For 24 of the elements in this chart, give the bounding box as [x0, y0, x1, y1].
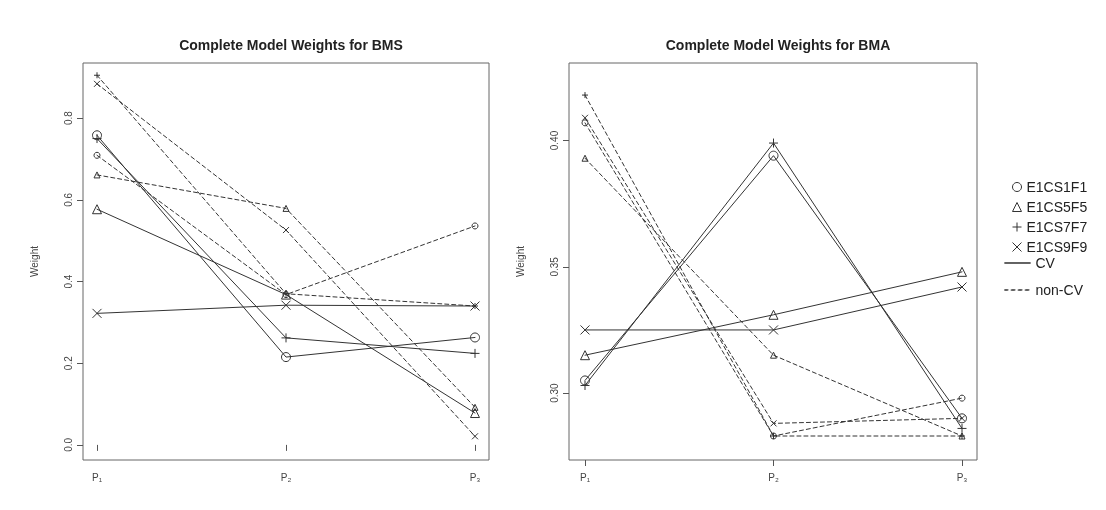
legend-label: E1CS9F9 — [1026, 239, 1088, 255]
chart-title: Complete Model Weights for BMS — [179, 37, 403, 53]
x-tick-label: P₃ — [956, 471, 968, 483]
y-axis-title: Weight — [514, 245, 526, 277]
y-tick-label: 0.8 — [62, 110, 74, 126]
chart-title: Complete Model Weights for BMA — [665, 37, 891, 53]
y-tick-label: 0.0 — [62, 437, 74, 452]
y-tick-label: 0.30 — [548, 382, 560, 403]
legend-label: non-CV — [1035, 282, 1084, 298]
x-tick-label: P₁ — [579, 471, 591, 483]
y-tick-label: 0.35 — [548, 256, 560, 277]
y-tick-label: 0.4 — [62, 274, 74, 289]
y-tick-label: 0.6 — [62, 192, 74, 207]
y-tick-label: 0.2 — [62, 355, 74, 371]
x-tick-label: P₂ — [768, 471, 779, 483]
y-axis-title: Weight — [28, 245, 40, 277]
legend-label: CV — [1035, 255, 1056, 271]
legend-label: E1CS1F1 — [1026, 179, 1088, 195]
legend-label: E1CS7F7 — [1026, 219, 1088, 235]
y-tick-label: 0.40 — [548, 130, 560, 151]
x-tick-label: P₃ — [469, 471, 481, 483]
x-tick-label: P₂ — [280, 471, 292, 483]
legend-label: E1CS5F5 — [1026, 199, 1088, 215]
x-tick-label: P₁ — [91, 471, 103, 483]
